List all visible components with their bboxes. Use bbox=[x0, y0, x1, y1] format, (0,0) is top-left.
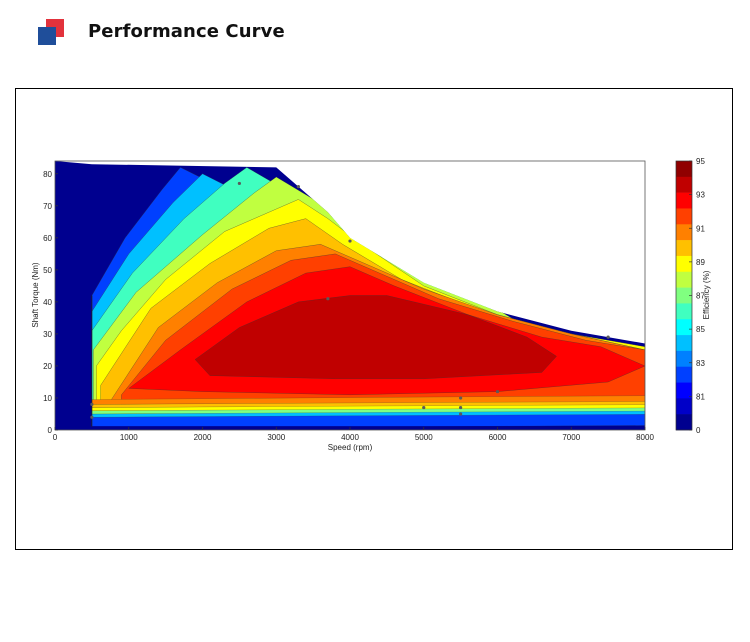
x-tick-label: 6000 bbox=[489, 433, 507, 442]
x-axis-label: Speed (rpm) bbox=[328, 443, 373, 452]
x-axis: 0 1000 2000 3000 4000 5000 6000 7000 8000 bbox=[53, 427, 654, 442]
colorbar-segment bbox=[676, 366, 692, 383]
colorbar: 95 93 91 89 87 85 83 81 0 bbox=[675, 157, 705, 435]
colorbar-tick-label: 93 bbox=[696, 191, 705, 200]
colorbar-segment bbox=[676, 224, 692, 241]
colorbar-tick-label: 81 bbox=[696, 392, 705, 401]
x-tick-label: 5000 bbox=[415, 433, 433, 442]
colorbar-segment bbox=[676, 335, 692, 352]
contour-band-94 bbox=[194, 295, 557, 380]
x-tick-label: 1000 bbox=[120, 433, 138, 442]
y-tick-label: 0 bbox=[48, 426, 53, 435]
operating-point-marker bbox=[459, 412, 463, 416]
colorbar-segment bbox=[676, 271, 692, 288]
colorbar-tick-label: 91 bbox=[696, 224, 705, 233]
colorbar-segment bbox=[676, 255, 692, 273]
x-tick-label: 2000 bbox=[194, 433, 212, 442]
colorbar-segment bbox=[676, 350, 692, 368]
operating-point-marker bbox=[237, 181, 241, 186]
colorbar-segment bbox=[676, 414, 692, 431]
colorbar-segment bbox=[676, 208, 692, 225]
colorbar-segment bbox=[676, 287, 692, 304]
colorbar-tick-label: 89 bbox=[696, 258, 705, 267]
page-title: Performance Curve bbox=[88, 21, 285, 42]
colorbar-segment bbox=[676, 303, 692, 320]
x-tick-label: 3000 bbox=[267, 433, 285, 442]
colorbar-segment bbox=[676, 319, 692, 336]
y-tick-label: 80 bbox=[43, 170, 52, 179]
y-tick-label: 40 bbox=[43, 298, 52, 307]
operating-point-marker bbox=[606, 335, 610, 339]
operating-point-marker bbox=[495, 389, 500, 394]
colorbar-tick-label: 0 bbox=[696, 426, 701, 435]
x-tick-label: 8000 bbox=[636, 433, 654, 442]
y-tick-label: 20 bbox=[43, 362, 52, 371]
y-axis-label: Shaft Torque (Nm) bbox=[31, 262, 40, 328]
colorbar-tick-label: 87 bbox=[696, 292, 705, 301]
colorbar-segment bbox=[676, 240, 692, 257]
operating-point-marker bbox=[422, 405, 426, 410]
operating-point-marker bbox=[296, 185, 300, 189]
colorbar-segment bbox=[676, 161, 692, 178]
y-tick-label: 70 bbox=[43, 202, 52, 211]
colorbar-tick-label: 83 bbox=[696, 359, 705, 368]
x-tick-label: 7000 bbox=[562, 433, 580, 442]
y-tick-label: 50 bbox=[43, 266, 52, 275]
logo bbox=[38, 19, 66, 47]
colorbar-segment bbox=[676, 176, 692, 193]
colorbar-segment bbox=[676, 382, 692, 399]
y-axis: 0 10 20 30 40 50 60 70 80 bbox=[43, 170, 58, 435]
colorbar-segment bbox=[676, 192, 692, 209]
colorbar-tick-label: 85 bbox=[696, 325, 705, 334]
performance-contour-chart: 0 1000 2000 3000 4000 5000 6000 7000 8000 0 10 20 3… bbox=[31, 157, 711, 452]
y-tick-label: 30 bbox=[43, 330, 52, 339]
y-tick-label: 10 bbox=[43, 394, 52, 403]
operating-point-marker bbox=[459, 405, 463, 410]
operating-point-marker bbox=[90, 402, 94, 406]
contour-layer bbox=[55, 161, 645, 430]
operating-point-marker bbox=[459, 396, 463, 400]
colorbar-tick-label: 95 bbox=[696, 157, 705, 166]
operating-point-marker bbox=[326, 297, 330, 301]
chart-frame: 0 1000 2000 3000 4000 5000 6000 7000 8000 0 10 20 3… bbox=[15, 88, 733, 550]
x-tick-label: 4000 bbox=[341, 433, 359, 442]
operating-points bbox=[90, 181, 610, 419]
logo-front-square bbox=[38, 27, 56, 45]
operating-point-marker bbox=[348, 239, 352, 243]
colorbar-segment bbox=[676, 398, 692, 415]
x-tick-label: 0 bbox=[53, 433, 58, 442]
colorbar-label: Efficiency (%) bbox=[702, 270, 711, 319]
operating-point-marker bbox=[90, 415, 94, 419]
y-tick-label: 60 bbox=[43, 234, 52, 243]
